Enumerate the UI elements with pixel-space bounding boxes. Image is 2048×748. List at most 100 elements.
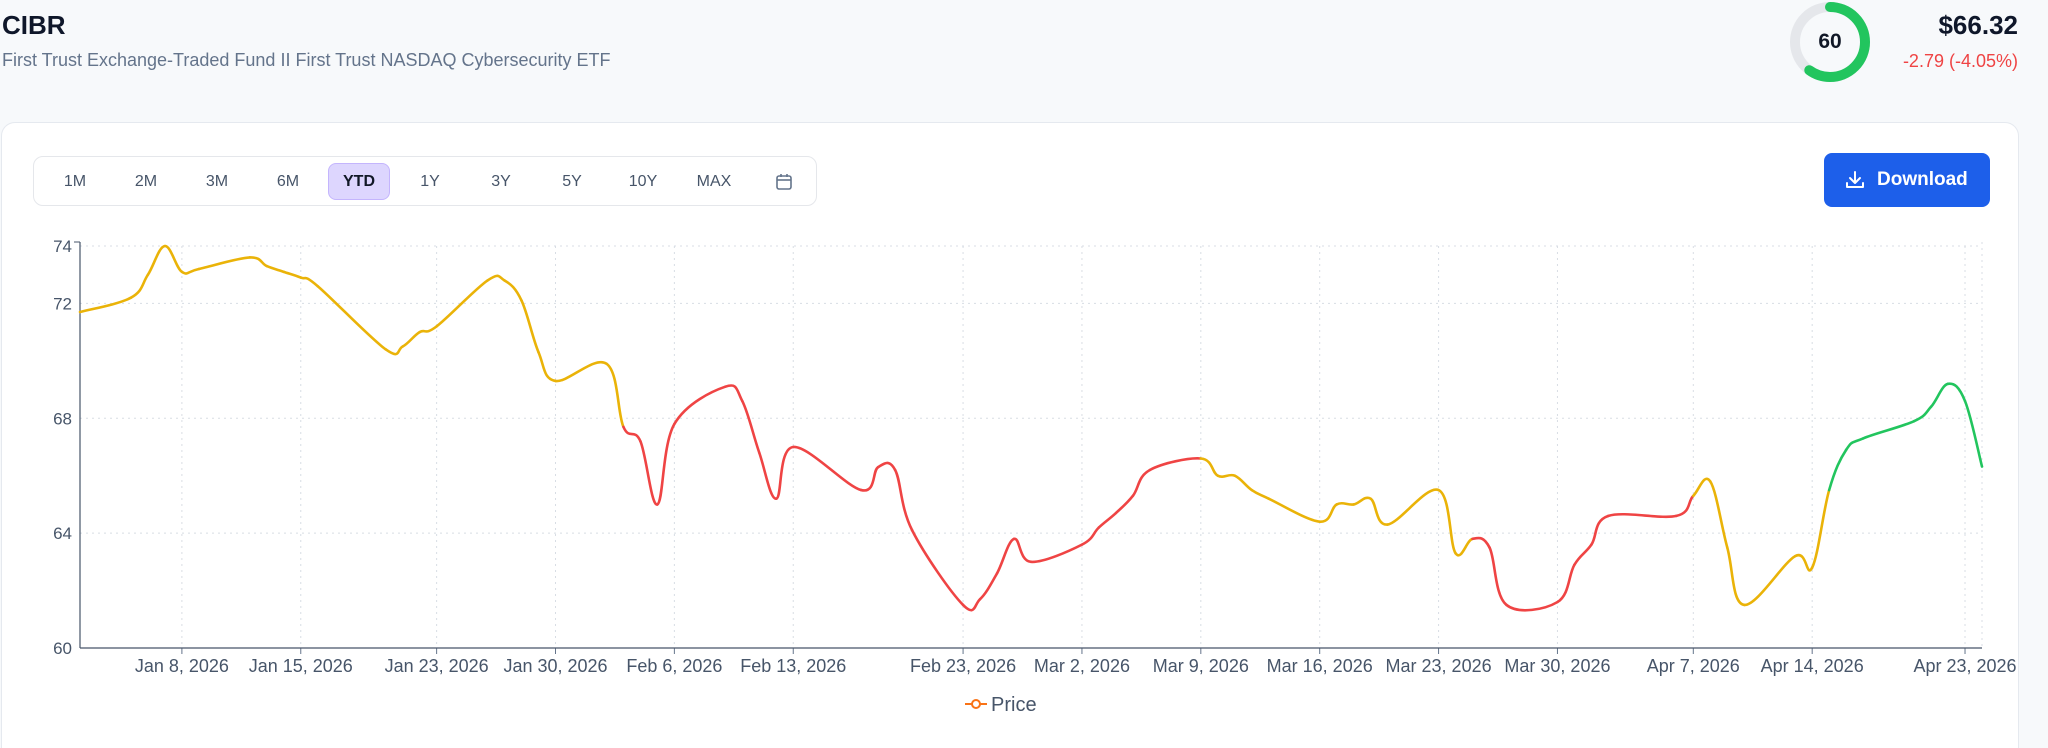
price-line-segment	[1352, 496, 1372, 506]
legend-marker-dot	[971, 699, 981, 709]
price-line-segment	[78, 296, 133, 314]
download-button[interactable]: Download	[1824, 153, 1990, 207]
price-line-segment	[248, 256, 269, 268]
price-line-segment	[1590, 514, 1610, 546]
price-line-segment	[1675, 494, 1695, 518]
chart-card: 1M 2M 3M 6M YTD 1Y 3Y 5Y 10Y MAX Download	[1, 122, 2019, 748]
range-button-5y[interactable]: 5Y	[562, 173, 582, 190]
legend-label: Price	[991, 694, 1037, 716]
y-tick-label: 60	[53, 639, 72, 658]
x-tick-label: Mar 30, 2026	[1504, 656, 1610, 676]
x-tick-label: Feb 13, 2026	[740, 656, 846, 676]
price-line-segment	[1386, 488, 1440, 526]
ticker-symbol: CIBR	[2, 10, 66, 40]
price-line-segment	[639, 439, 659, 506]
calendar-icon[interactable]	[770, 168, 798, 196]
price-line-segment	[282, 270, 303, 279]
price-line-segment	[978, 572, 999, 601]
x-tick-label: Feb 23, 2026	[910, 656, 1016, 676]
price-line-segment	[1844, 437, 1865, 452]
range-button-ytd[interactable]: YTD	[328, 163, 390, 200]
price-line-segment	[197, 256, 252, 271]
price-line-segment	[1573, 543, 1593, 567]
price-line-segment	[1199, 457, 1220, 478]
x-tick-label: Mar 23, 2026	[1386, 656, 1492, 676]
price-line-segment	[1454, 537, 1474, 557]
range-button-10y[interactable]: 10Y	[628, 173, 658, 190]
price-line-segment	[961, 597, 982, 612]
price-line-segment	[1250, 488, 1271, 500]
price-line-segment	[1929, 382, 1950, 409]
x-tick-label: Jan 8, 2026	[135, 656, 229, 676]
price-line-segment	[1912, 405, 1933, 423]
price-line-segment	[1946, 382, 1967, 403]
range-button-max[interactable]: MAX	[696, 173, 732, 190]
price-line-segment	[1827, 448, 1848, 492]
price-line-segment	[1216, 473, 1237, 478]
price-line-segment	[554, 360, 608, 383]
x-tick-label: Jan 23, 2026	[385, 656, 489, 676]
range-button-1m[interactable]: 1M	[63, 173, 87, 190]
price-line-segment	[265, 264, 286, 274]
x-tick-label: Mar 9, 2026	[1153, 656, 1249, 676]
price-line-segment	[299, 276, 320, 288]
price-line-segment	[163, 244, 184, 274]
price-line-segment	[1029, 543, 1084, 564]
quote-header: CIBR First Trust Exchange-Traded Fund II…	[0, 0, 2048, 110]
price-line-segment	[1810, 488, 1831, 569]
price-line-segment	[1012, 537, 1033, 564]
price-line-segment	[1505, 600, 1559, 612]
price-line-segment	[503, 279, 523, 302]
price-line-segment	[1793, 553, 1814, 572]
y-tick-label: 64	[53, 524, 72, 543]
price-line-segment	[1861, 419, 1916, 440]
price-line-segment	[605, 362, 625, 429]
price-line-segment	[537, 350, 557, 383]
range-button-2m[interactable]: 2M	[134, 173, 158, 190]
x-tick-label: Mar 2, 2026	[1034, 656, 1130, 676]
price-line-segment	[774, 445, 795, 500]
price-line-segment	[1607, 512, 1678, 519]
y-tick-label: 74	[53, 237, 72, 256]
range-button-1y[interactable]: 1Y	[420, 173, 440, 190]
range-button-3y[interactable]: 3Y	[491, 173, 511, 190]
price-line-segment	[1131, 468, 1152, 498]
price-line-segment	[622, 425, 642, 443]
y-tick-label: 72	[53, 294, 72, 313]
price-line-segment	[1488, 546, 1508, 607]
range-button-3m[interactable]: 3M	[205, 173, 229, 190]
price-line-segment	[146, 244, 167, 277]
price-line-segment	[1267, 497, 1321, 523]
price-line-segment	[1080, 526, 1101, 546]
price-line-segment	[435, 279, 489, 328]
current-price: $66.32	[1938, 10, 2018, 40]
price-line-segment	[180, 267, 201, 275]
x-tick-label: Apr 14, 2026	[1761, 656, 1864, 676]
download-icon	[1846, 171, 1864, 188]
price-line-segment	[1369, 497, 1389, 526]
price-line-segment	[1097, 511, 1118, 529]
price-line-segment	[673, 385, 727, 426]
price-line-segment	[757, 451, 778, 500]
price-line-segment	[791, 445, 863, 492]
score-arc	[1790, 2, 1870, 82]
price-line-segment	[1471, 536, 1491, 549]
price-line-segment	[486, 274, 506, 282]
price-line-segment	[859, 465, 880, 492]
price-line-segment	[384, 345, 404, 356]
price-line-segment	[1556, 563, 1576, 604]
price-line-segment	[418, 325, 438, 334]
price-line-segment	[1963, 399, 1984, 468]
price-line-segment	[1114, 494, 1135, 515]
y-tick-label: 68	[53, 409, 72, 428]
price-line-segment	[316, 284, 387, 351]
range-button-6m[interactable]: 6M	[276, 173, 300, 190]
price-line-segment	[1437, 488, 1457, 555]
download-label: Download	[1877, 169, 1968, 190]
x-tick-label: Apr 23, 2026	[1913, 656, 2016, 676]
price-line-segment	[520, 299, 540, 354]
price-line-segment	[1148, 457, 1203, 472]
price-line-segment	[1233, 474, 1254, 492]
x-tick-label: Mar 16, 2026	[1267, 656, 1373, 676]
